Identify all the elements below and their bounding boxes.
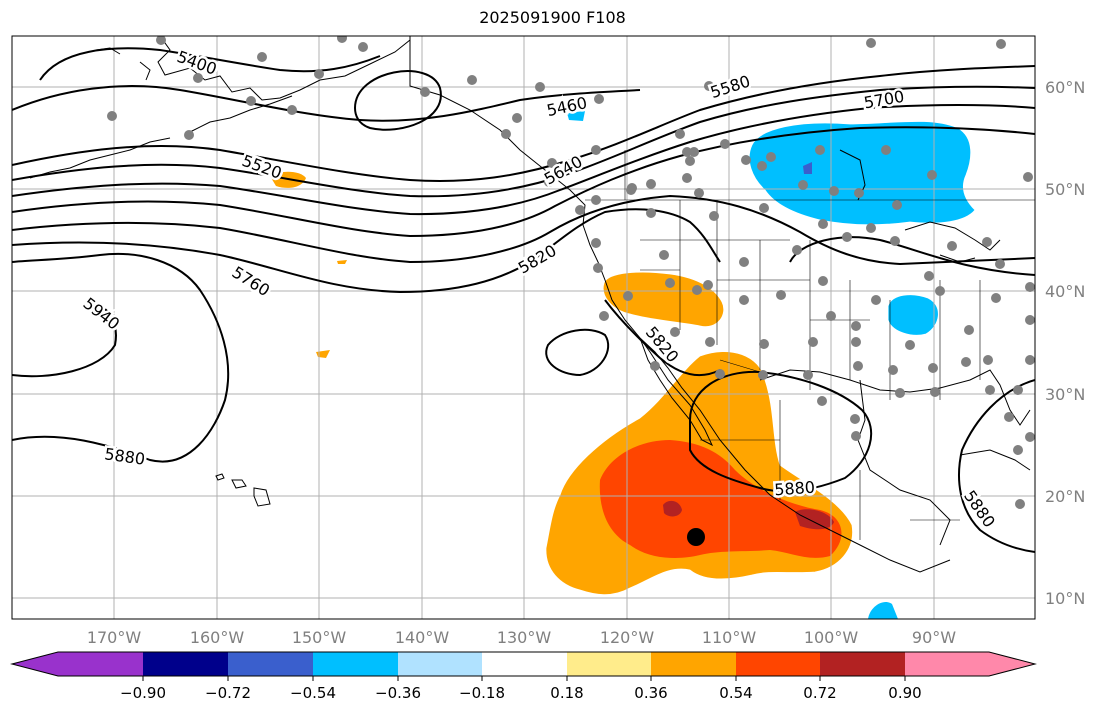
lon-label: 130°W [497,628,552,647]
colorbar-tick-label: −0.72 [205,684,251,702]
contour-5700 [12,126,1035,238]
colorbar-extend-right [989,652,1035,676]
longitude-labels: 170°W 160°W 150°W 140°W 130°W 120°W 110°… [87,628,956,647]
lat-label: 60°N [1045,78,1085,97]
contour-5400 [39,47,381,81]
map-frame [11,35,1036,620]
colorbar: −0.90 −0.72 −0.54 −0.36 −0.18 0.18 0.36 … [10,651,1037,702]
lon-label: 120°W [600,628,655,647]
negative-anomaly-area [868,601,898,619]
lat-label: 20°N [1045,487,1085,506]
colorbar-tick-label: −0.36 [375,684,421,702]
colorbar-outline [10,651,1037,677]
contour-5820-c [604,299,721,377]
lat-label: 50°N [1045,180,1085,199]
positive-anomaly-area [602,271,725,328]
contour-5460 [12,85,641,122]
contour-5820-b [789,236,1035,276]
colorbar-segment [58,652,143,676]
colorbar-tick-label: 0.18 [550,684,583,702]
colorbar-segment [398,652,482,676]
contour-5760 [12,194,1035,266]
lon-label: 90°W [912,628,956,647]
contour-5880-c [545,328,610,377]
contour-5820 [12,208,721,294]
colorbar-tick-label: 0.54 [719,684,752,702]
contour-5880-b [689,370,872,493]
colorbar-segment [567,652,651,676]
contour-5880-d [958,379,1035,553]
colorbar-segment [736,652,820,676]
storm-center-marker [687,528,705,546]
positive-anomaly-max [795,509,834,530]
positive-anomaly-strong [599,440,842,558]
colorbar-extend-left [12,652,58,676]
lon-label: 150°W [292,628,347,647]
colorbar-tick-label: 0.72 [803,684,836,702]
negative-anomaly-core [803,162,812,174]
state-borders [585,150,1035,540]
positive-anomaly-max [663,500,682,517]
lon-label: 100°W [804,628,859,647]
positive-anomaly-area [337,260,347,264]
lon-label: 110°W [702,628,757,647]
colorbar-tick-label: 0.90 [888,684,921,702]
negative-anomaly-area [567,111,585,121]
colorbar-segment [482,652,567,676]
contour-5520 [12,65,1035,183]
lon-label: 140°W [395,628,450,647]
colorbar-segment [905,652,989,676]
colorbar-tick-label: −0.18 [459,684,505,702]
latitude-labels: 60°N 50°N 40°N 30°N 20°N 10°N [1045,78,1085,608]
colorbar-tick-label: 0.36 [634,684,667,702]
height-contours [12,47,1035,553]
coastlines [29,36,1031,573]
negative-anomaly-area [887,294,939,336]
stations [107,36,1035,509]
contour-label: 5880 [774,478,816,500]
contour-loop [353,70,442,131]
colorbar-segment [820,652,905,676]
colorbar-segment [143,652,228,676]
lat-label: 40°N [1045,282,1085,301]
lat-label: 10°N [1045,589,1085,608]
map-title: 2025091900 F108 [479,8,626,27]
lat-label: 30°N [1045,385,1085,404]
lon-label: 160°W [190,628,245,647]
colorbar-tick-label: −0.54 [290,684,336,702]
contour-5940 [12,299,117,378]
colorbar-segment [313,652,398,676]
contour-5580 [12,85,1035,198]
colorbar-tick-label: −0.90 [120,684,166,702]
contour-5880 [12,252,230,463]
contour-5640 [12,104,1035,216]
lon-label: 170°W [87,628,142,647]
colorbar-segment [651,652,736,676]
colorbar-segment [228,652,313,676]
graticule [12,36,1035,619]
anomaly-shading [270,111,976,619]
